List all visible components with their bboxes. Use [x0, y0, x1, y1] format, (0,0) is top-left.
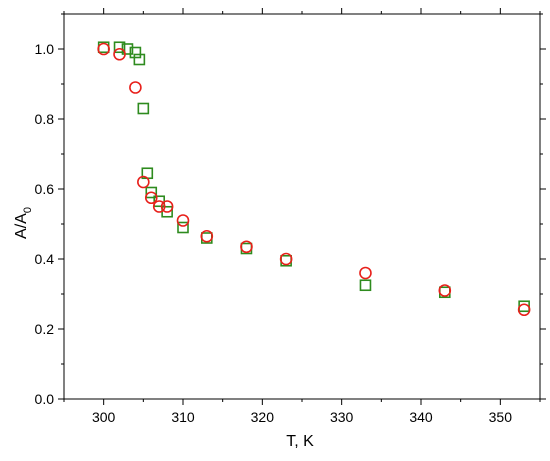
- y-tick-label: 0.4: [35, 251, 55, 267]
- x-tick-label: 340: [409, 409, 433, 425]
- circle-marker: [240, 240, 253, 254]
- series-1-square-markers: [97, 41, 530, 313]
- circle-marker: [160, 200, 174, 213]
- x-tick-label: 320: [251, 409, 275, 425]
- circle-marker: [176, 214, 190, 227]
- square-marker: [133, 53, 146, 66]
- square-marker: [359, 279, 372, 292]
- x-tick-label: 310: [171, 409, 195, 425]
- square-marker: [129, 46, 142, 59]
- y-axis-title-subscript: 0: [22, 207, 34, 213]
- circle-marker: [279, 252, 293, 266]
- circle-marker: [517, 303, 531, 317]
- circle-marker: [137, 175, 150, 189]
- circle-marker: [359, 266, 372, 280]
- plot-frame: [63, 13, 541, 400]
- y-tick-label: 0.8: [35, 111, 55, 127]
- square-marker: [145, 186, 158, 199]
- svg-text:A/A0: A/A0: [13, 207, 34, 239]
- square-marker: [177, 221, 189, 234]
- x-tick-label: 330: [330, 409, 354, 425]
- square-marker: [113, 41, 126, 54]
- circle-marker: [113, 47, 126, 61]
- data-markers: [97, 41, 531, 317]
- plot-area: [63, 13, 541, 400]
- square-marker: [137, 102, 150, 115]
- y-tick-label: 0.0: [35, 391, 55, 407]
- y-axis-title-main: A/A: [13, 213, 30, 239]
- y-tick-label: 1.0: [35, 41, 55, 57]
- x-tick-label: 300: [92, 409, 116, 425]
- y-tick-label: 0.6: [35, 181, 55, 197]
- x-tick-label: 350: [489, 409, 513, 425]
- circle-marker: [97, 42, 110, 56]
- y-tick-label: 0.2: [35, 321, 55, 337]
- circle-marker: [129, 81, 142, 94]
- circle-marker: [438, 284, 452, 297]
- y-axis: 0.0 0.2 0.4 0.6 0.8 1.0: [35, 13, 546, 407]
- circle-marker: [152, 200, 166, 213]
- circle-marker: [144, 191, 158, 205]
- circle-marker: [200, 229, 214, 243]
- x-axis: 300 310 320 330 340 350: [63, 8, 541, 425]
- series-2-circle-markers: [97, 42, 531, 317]
- x-axis-title: T, K: [286, 433, 314, 450]
- y-axis-title: A/A0: [13, 207, 34, 239]
